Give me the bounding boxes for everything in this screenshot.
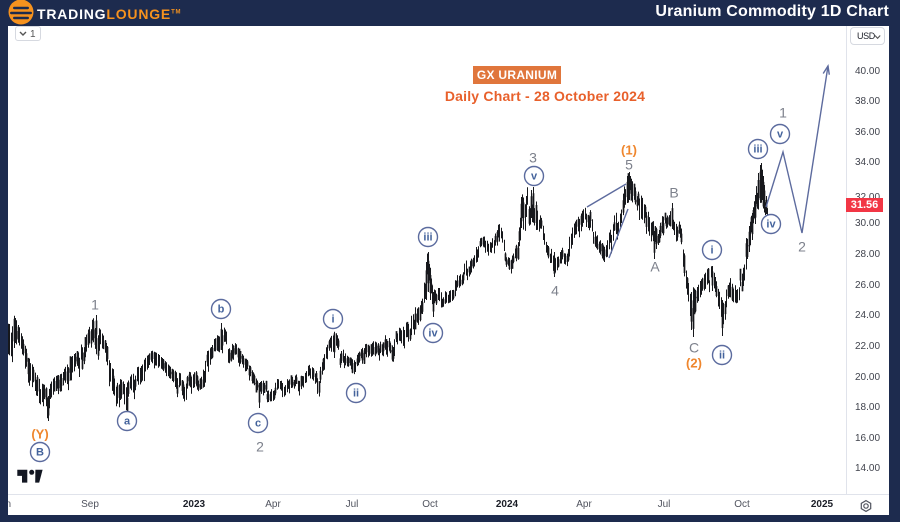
svg-text:2: 2 <box>256 439 264 455</box>
svg-text:(2): (2) <box>686 356 702 371</box>
svg-text:i: i <box>710 245 713 257</box>
svg-text:B: B <box>36 447 44 459</box>
svg-text:4: 4 <box>551 283 559 299</box>
svg-text:ii: ii <box>719 350 725 362</box>
svg-text:i: i <box>331 314 334 326</box>
svg-text:(1): (1) <box>621 143 637 158</box>
svg-text:1: 1 <box>91 297 99 313</box>
svg-text:c: c <box>255 418 261 430</box>
svg-text:iii: iii <box>753 144 762 156</box>
svg-text:B: B <box>669 185 678 201</box>
svg-text:A: A <box>650 259 660 275</box>
svg-text:5: 5 <box>625 157 633 173</box>
svg-text:v: v <box>777 129 784 141</box>
svg-text:v: v <box>531 171 538 183</box>
svg-text:iv: iv <box>766 219 776 231</box>
svg-text:b: b <box>218 304 225 316</box>
svg-text:iii: iii <box>423 232 432 244</box>
svg-text:C: C <box>689 340 699 356</box>
svg-text:a: a <box>124 416 131 428</box>
svg-text:2: 2 <box>798 239 806 255</box>
svg-text:iv: iv <box>428 328 438 340</box>
svg-text:3: 3 <box>529 150 537 166</box>
svg-text:(Y): (Y) <box>31 427 48 442</box>
svg-text:ii: ii <box>353 388 359 400</box>
svg-text:1: 1 <box>30 29 36 40</box>
svg-text:1: 1 <box>779 105 787 121</box>
